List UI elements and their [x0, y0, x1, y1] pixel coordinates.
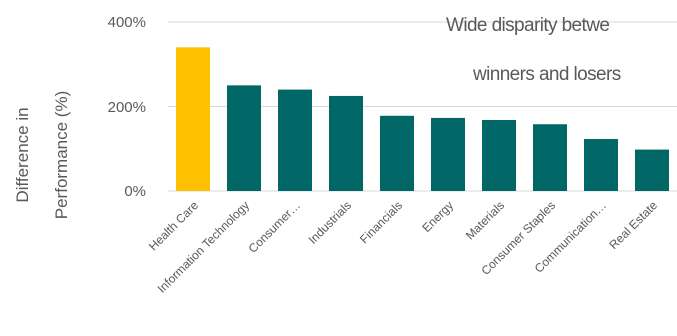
- x-tick-label: Industrials: [306, 198, 355, 247]
- y-tick-label: 0%: [124, 183, 146, 200]
- bar-consumer-staples: [533, 124, 567, 191]
- x-tick-label: Energy: [419, 198, 456, 235]
- bar-real-estate: [635, 149, 669, 191]
- annotation-line-1: Wide disparity betwe: [446, 15, 609, 36]
- x-tick-label: Real Estate: [606, 198, 660, 252]
- bar-energy: [431, 117, 465, 191]
- bar-materials: [482, 120, 516, 191]
- x-tick-label: Financials: [357, 198, 405, 246]
- annotation: Wide disparity betwe winners and losers: [446, 15, 621, 85]
- bars: [176, 47, 669, 191]
- annotation-line-2: winners and losers: [472, 64, 621, 85]
- y-tick-label: 200%: [108, 99, 146, 116]
- x-tick-label: Consumer…: [246, 198, 304, 256]
- y-tick-labels: 0% 200% 400%: [108, 14, 146, 200]
- bar-financials: [380, 115, 414, 191]
- y-axis-label-line-1: Difference in: [13, 107, 32, 202]
- bar-information-technology: [227, 85, 261, 191]
- bar-communication: [584, 139, 618, 191]
- y-axis-label-line-2: Performance (%): [52, 91, 71, 219]
- bar-consumer: [278, 89, 312, 191]
- bar-industrials: [329, 95, 363, 191]
- y-axis-label: Difference in Performance (%): [13, 91, 71, 219]
- bar-health-care: [176, 47, 210, 191]
- x-tick-label: Information Technology: [155, 198, 252, 295]
- x-tick-label: Materials: [463, 198, 507, 242]
- x-tick-label: Health Care: [146, 198, 201, 253]
- y-tick-label: 400%: [108, 14, 146, 31]
